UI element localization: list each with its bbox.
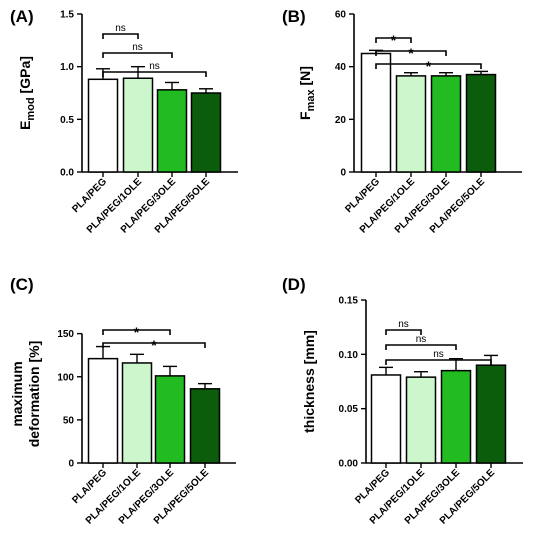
significance-bracket: * bbox=[375, 45, 447, 61]
y-axis-title: Fmax [N] bbox=[297, 66, 317, 120]
bar bbox=[156, 89, 188, 173]
significance-bracket: * bbox=[375, 58, 482, 74]
bar bbox=[190, 92, 222, 173]
y-axis-title-unit: [GPa] bbox=[17, 56, 33, 97]
y-tick-label: 60 bbox=[335, 10, 347, 21]
bracket-line bbox=[102, 342, 206, 348]
bar bbox=[430, 75, 462, 173]
bar bbox=[440, 369, 472, 464]
bar bbox=[405, 376, 437, 464]
significance-label: ns bbox=[132, 42, 143, 53]
y-tick-label: 0.15 bbox=[339, 296, 359, 307]
significance-bracket: * bbox=[102, 324, 171, 340]
bracket-line bbox=[102, 52, 173, 58]
panel-label: (C) bbox=[10, 275, 34, 294]
significance-label: * bbox=[151, 337, 157, 353]
significance-bracket: ns bbox=[102, 23, 139, 39]
bar bbox=[121, 362, 153, 464]
bar bbox=[87, 78, 119, 173]
bar bbox=[395, 75, 427, 173]
y-axis-title-unit: [N] bbox=[297, 66, 313, 89]
significance-label: * bbox=[408, 45, 414, 61]
significance-label: * bbox=[426, 58, 432, 74]
y-axis-title-line: maximum bbox=[9, 361, 25, 426]
y-tick-label: 0.00 bbox=[339, 459, 359, 470]
y-tick-label: 0.0 bbox=[60, 168, 74, 179]
y-tick-label: 0 bbox=[68, 459, 74, 470]
bracket-line bbox=[375, 50, 447, 56]
significance-label: ns bbox=[115, 23, 126, 34]
y-tick-label: 0 bbox=[340, 168, 346, 179]
significance-label: * bbox=[391, 32, 397, 48]
y-tick-label: 20 bbox=[335, 115, 347, 126]
y-tick-label: 1.5 bbox=[60, 10, 74, 21]
panel-label: (A) bbox=[10, 7, 34, 26]
y-axis-title: maximumdeformation [%] bbox=[9, 341, 42, 448]
bar bbox=[370, 374, 402, 464]
significance-bracket: ns bbox=[102, 42, 173, 58]
chart-panel-2: (B)0204060PLA/PEGPLA/PEG/1OLEPLA/PEG/3OL… bbox=[282, 7, 522, 236]
y-tick-label: 40 bbox=[335, 62, 347, 73]
bracket-line bbox=[102, 329, 171, 335]
significance-label: ns bbox=[433, 349, 444, 360]
bar bbox=[465, 73, 497, 173]
y-tick-label: 0.10 bbox=[339, 350, 359, 361]
y-axis-title-sub: max bbox=[305, 89, 317, 112]
significance-bracket: ns bbox=[385, 319, 422, 335]
significance-label: * bbox=[134, 324, 140, 340]
y-tick-label: 50 bbox=[63, 415, 75, 426]
significance-bracket: * bbox=[102, 337, 206, 353]
bar bbox=[360, 52, 392, 173]
bar bbox=[475, 364, 507, 464]
panel-label: (D) bbox=[282, 275, 306, 294]
significance-label: ns bbox=[398, 319, 409, 330]
significance-bracket: ns bbox=[385, 349, 492, 365]
significance-label: ns bbox=[149, 61, 160, 72]
bracket-line bbox=[375, 37, 412, 43]
bar bbox=[154, 375, 186, 464]
bracket-line bbox=[385, 359, 492, 365]
y-tick-label: 1.0 bbox=[60, 62, 74, 73]
bracket-line bbox=[102, 71, 207, 77]
chart-panel-3: (C)050100150PLA/PEGPLA/PEG/1OLEPLA/PEG/3… bbox=[9, 275, 236, 527]
panel-label: (B) bbox=[282, 7, 306, 26]
bar bbox=[87, 357, 119, 464]
y-tick-label: 100 bbox=[57, 372, 74, 383]
y-axis-title-main: E bbox=[17, 121, 33, 130]
y-axis-title: thickness [mm] bbox=[301, 330, 317, 433]
bracket-line bbox=[385, 329, 422, 335]
y-tick-label: 0.5 bbox=[60, 115, 74, 126]
y-axis-title: Emod [GPa] bbox=[17, 56, 37, 130]
significance-label: ns bbox=[416, 334, 427, 345]
y-tick-label: 150 bbox=[57, 329, 74, 340]
y-axis-title-line: deformation [%] bbox=[26, 341, 42, 448]
significance-bracket: ns bbox=[102, 61, 207, 77]
bracket-line bbox=[102, 33, 139, 39]
chart-panel-4: (D)0.000.050.100.15PLA/PEGPLA/PEG/1OLEPL… bbox=[282, 275, 523, 527]
bar bbox=[122, 77, 154, 173]
chart-panel-1: (A)0.00.51.01.5PLA/PEGPLA/PEG/1OLEPLA/PE… bbox=[10, 7, 238, 236]
significance-bracket: ns bbox=[385, 334, 457, 350]
y-axis-title-sub: mod bbox=[25, 97, 37, 120]
significance-bracket: * bbox=[375, 32, 412, 48]
y-axis-title-main: F bbox=[297, 111, 313, 120]
bracket-line bbox=[375, 63, 482, 69]
y-tick-label: 0.05 bbox=[339, 404, 359, 415]
bar bbox=[189, 388, 221, 464]
bracket-line bbox=[385, 344, 457, 350]
y-axis-title-main: thickness [mm] bbox=[301, 330, 317, 433]
